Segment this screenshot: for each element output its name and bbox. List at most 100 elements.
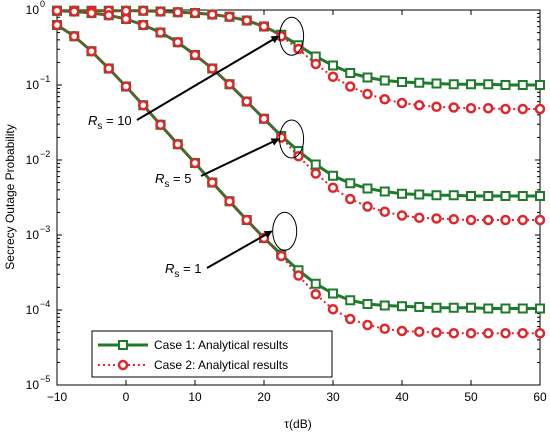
data-point-case1 <box>414 189 425 200</box>
y-tick-label: 10 −3 <box>26 224 51 242</box>
data-point-case2 <box>293 151 304 162</box>
data-point-case2 <box>276 132 287 143</box>
annotation-label: Rs = 5 <box>155 171 191 190</box>
y-tick-label-base: 10 <box>26 153 40 167</box>
data-point-case1 <box>500 191 511 201</box>
annotation-ellipse <box>272 211 298 251</box>
y-tick-label-base: 10 <box>26 378 40 392</box>
data-point-case2 <box>345 81 356 92</box>
data-point-case2 <box>293 270 304 281</box>
y-tick-label-base: 10 <box>26 228 40 242</box>
data-point-case2 <box>224 196 235 207</box>
y-tick-label: 10 0 <box>26 0 45 17</box>
data-point-case1 <box>483 79 494 90</box>
data-point-case2 <box>500 328 511 339</box>
data-point-case2 <box>138 5 149 16</box>
data-point-case1 <box>448 190 459 201</box>
data-point-case2 <box>362 319 373 331</box>
data-point-case2 <box>86 7 97 19</box>
y-tick-label-exponent: −4 <box>40 299 50 309</box>
data-point-case1 <box>328 170 338 181</box>
y-tick-label-base: 10 <box>26 78 40 92</box>
data-point-case2 <box>189 7 201 19</box>
data-point-case2 <box>517 103 528 115</box>
data-point-case2 <box>448 102 459 113</box>
x-tick-label: 0 <box>123 390 130 404</box>
data-point-case2 <box>120 13 132 25</box>
legend: Case 1: Analytical results Case 2: Analy… <box>91 330 333 378</box>
x-tick-label: 40 <box>395 390 409 404</box>
data-point-case2 <box>500 214 511 226</box>
data-point-case1 <box>379 186 390 197</box>
annotation-arrow <box>136 35 280 121</box>
y-tick-label-exponent: −1 <box>40 74 50 84</box>
data-point-case1 <box>535 303 545 314</box>
data-point-case2 <box>310 58 321 70</box>
data-point-case2 <box>534 214 546 226</box>
x-axis-label: τ(dB) <box>284 417 311 431</box>
x-tick-label: 20 <box>257 390 271 404</box>
data-point-case1 <box>448 79 459 90</box>
y-tick-label: 10 −2 <box>26 149 51 167</box>
data-point-case2 <box>258 113 270 124</box>
data-point-case1 <box>362 72 373 83</box>
data-point-case1 <box>535 191 545 201</box>
data-point-case2 <box>465 328 477 339</box>
data-point-case2 <box>120 5 132 16</box>
data-point-case1 <box>345 68 356 78</box>
data-point-case2 <box>500 103 511 115</box>
data-point-case2 <box>155 119 166 130</box>
data-point-case1 <box>517 80 528 90</box>
x-tick-label: −10 <box>47 390 68 404</box>
data-point-case2 <box>396 97 408 109</box>
series-line-case2-group1 <box>57 9 540 110</box>
x-tick-label: 50 <box>464 390 478 404</box>
data-point-case1 <box>397 301 407 312</box>
data-point-case1 <box>500 80 511 90</box>
data-point-case2 <box>414 212 425 223</box>
x-tick-label: 10 <box>188 390 202 404</box>
data-point-case2 <box>172 139 183 150</box>
data-point-case2 <box>293 43 304 55</box>
data-point-case2 <box>465 103 477 114</box>
y-tick-label-exponent: 0 <box>40 0 45 9</box>
data-point-case2 <box>327 182 339 193</box>
x-tick-label: 60 <box>533 390 547 404</box>
data-point-case2 <box>310 168 321 179</box>
y-tick-label-exponent: −3 <box>40 224 50 234</box>
data-point-case1 <box>379 75 390 86</box>
data-point-case1 <box>535 80 545 90</box>
data-point-case2 <box>534 328 546 339</box>
data-point-case1 <box>362 183 373 194</box>
data-point-case2 <box>224 79 235 90</box>
data-point-case2 <box>310 289 321 300</box>
data-point-case1 <box>379 300 390 311</box>
data-point-case2 <box>414 326 425 337</box>
data-point-case2 <box>396 210 408 221</box>
data-point-case1 <box>466 302 476 313</box>
data-point-case2 <box>155 6 166 17</box>
data-point-case2 <box>396 325 408 337</box>
data-point-case1 <box>345 178 356 189</box>
data-point-case1 <box>448 302 459 313</box>
data-point-case2 <box>224 11 235 22</box>
data-point-case2 <box>207 177 218 188</box>
data-point-case2 <box>431 327 442 338</box>
data-point-case2 <box>483 328 494 339</box>
legend-label-case2: Case 2: Analytical results <box>154 358 288 372</box>
data-point-case1 <box>362 299 373 309</box>
data-point-case2 <box>241 96 252 107</box>
data-point-case1 <box>517 191 528 201</box>
data-point-case2 <box>327 304 339 315</box>
data-point-case2 <box>120 81 132 92</box>
data-point-case1 <box>431 190 442 201</box>
data-point-case1 <box>517 303 528 314</box>
y-tick-label: 10 −4 <box>26 299 51 317</box>
data-point-case2 <box>517 328 528 339</box>
data-point-case2 <box>379 206 390 217</box>
data-point-case2 <box>448 214 459 225</box>
annotation-ellipse <box>279 119 305 159</box>
y-tick-label-base: 10 <box>26 3 40 17</box>
data-point-case2 <box>138 19 149 31</box>
data-point-case1 <box>328 288 338 299</box>
